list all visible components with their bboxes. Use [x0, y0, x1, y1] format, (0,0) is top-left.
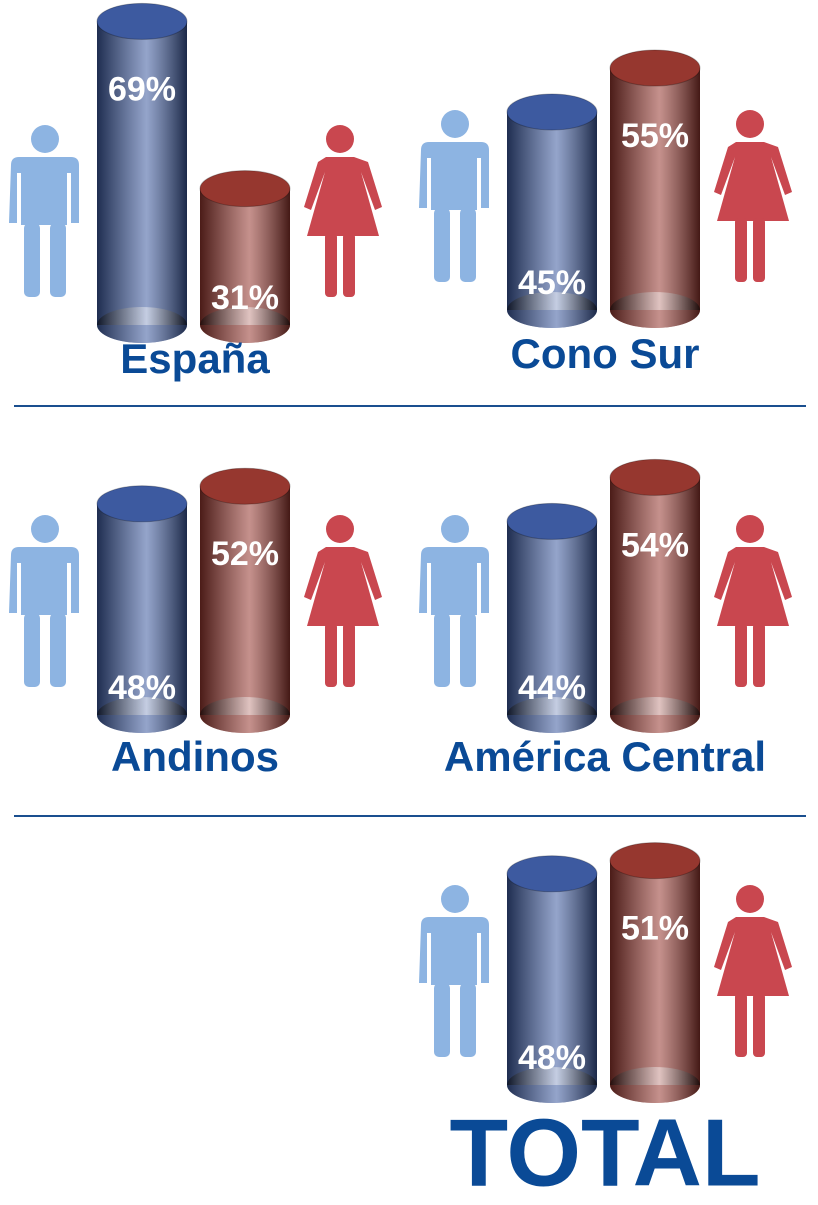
man-leg — [50, 613, 66, 687]
cylinder-shade — [200, 486, 290, 715]
man-leg — [24, 613, 40, 687]
woman-leg — [753, 623, 765, 687]
cylinder-shade-bottom — [610, 697, 700, 733]
value-label: 52% — [211, 535, 279, 573]
chart-title: TOTAL — [449, 1099, 760, 1205]
cylinder-shade — [507, 112, 597, 310]
man-leg — [24, 223, 40, 297]
woman-head — [326, 515, 354, 543]
value-label: 48% — [518, 1039, 586, 1077]
woman-leg — [735, 623, 747, 687]
woman-body — [714, 142, 792, 221]
man-head — [441, 515, 469, 543]
woman-leg — [735, 218, 747, 282]
cylinder-shade-bottom — [507, 1067, 597, 1103]
man-leg — [50, 223, 66, 297]
cylinder-top — [609, 49, 701, 87]
cylinder-top — [96, 485, 188, 523]
cylinder-shade-bottom — [507, 292, 597, 328]
man-body — [9, 547, 79, 615]
value-label: 55% — [621, 117, 689, 155]
cylinder-top — [199, 467, 291, 505]
value-label: 54% — [621, 526, 689, 564]
man-leg — [460, 983, 476, 1057]
cylinder-shade-bottom — [507, 697, 597, 733]
cylinder-top — [96, 2, 188, 40]
woman-body — [304, 547, 382, 626]
chart-title: América Central — [444, 733, 766, 780]
woman-leg — [735, 993, 747, 1057]
woman-head — [736, 885, 764, 913]
cylinder-shade-bottom — [610, 1067, 700, 1103]
chart-title: España — [120, 335, 270, 382]
woman-leg — [343, 233, 355, 297]
cylinder-top — [506, 502, 598, 540]
woman-head — [326, 125, 354, 153]
woman-body — [714, 917, 792, 996]
man-head — [441, 110, 469, 138]
man-leg — [434, 613, 450, 687]
cylinder-shade-bottom — [200, 307, 290, 343]
man-head — [31, 125, 59, 153]
value-label: 48% — [108, 669, 176, 707]
cylinder-shade — [610, 68, 700, 310]
woman-head — [736, 515, 764, 543]
cylinder-shade — [610, 860, 700, 1085]
cylinder-shade — [507, 873, 597, 1085]
man-body — [419, 547, 489, 615]
cylinder-top — [609, 458, 701, 496]
man-leg — [434, 208, 450, 282]
value-label: 31% — [211, 279, 279, 317]
cylinder-shade — [507, 521, 597, 715]
man-leg — [460, 613, 476, 687]
man-head — [31, 515, 59, 543]
cylinder-top — [506, 855, 598, 893]
cylinder-top — [506, 93, 598, 131]
man-leg — [460, 208, 476, 282]
chart-title: Cono Sur — [511, 330, 700, 377]
cylinder-shade — [610, 477, 700, 715]
cylinder-shade-bottom — [97, 697, 187, 733]
cylinder-shade-bottom — [200, 697, 290, 733]
cylinder-shade — [200, 188, 290, 325]
man-leg — [434, 983, 450, 1057]
value-label: 44% — [518, 669, 586, 707]
chart-title: Andinos — [111, 733, 279, 780]
woman-leg — [753, 993, 765, 1057]
man-body — [9, 157, 79, 225]
man-body — [419, 917, 489, 985]
value-label: 45% — [518, 264, 586, 302]
cylinder-shade-bottom — [97, 307, 187, 343]
woman-head — [736, 110, 764, 138]
value-label: 69% — [108, 70, 176, 108]
woman-leg — [343, 623, 355, 687]
man-head — [441, 885, 469, 913]
woman-body — [304, 157, 382, 236]
cylinder-shade-bottom — [610, 292, 700, 328]
woman-leg — [753, 218, 765, 282]
man-body — [419, 142, 489, 210]
cylinder-shade — [97, 503, 187, 715]
woman-body — [714, 547, 792, 626]
value-label: 51% — [621, 910, 689, 948]
woman-leg — [325, 233, 337, 297]
cylinder-top — [609, 842, 701, 880]
cylinder-top — [199, 170, 291, 208]
woman-leg — [325, 623, 337, 687]
cylinder-shade — [97, 21, 187, 326]
